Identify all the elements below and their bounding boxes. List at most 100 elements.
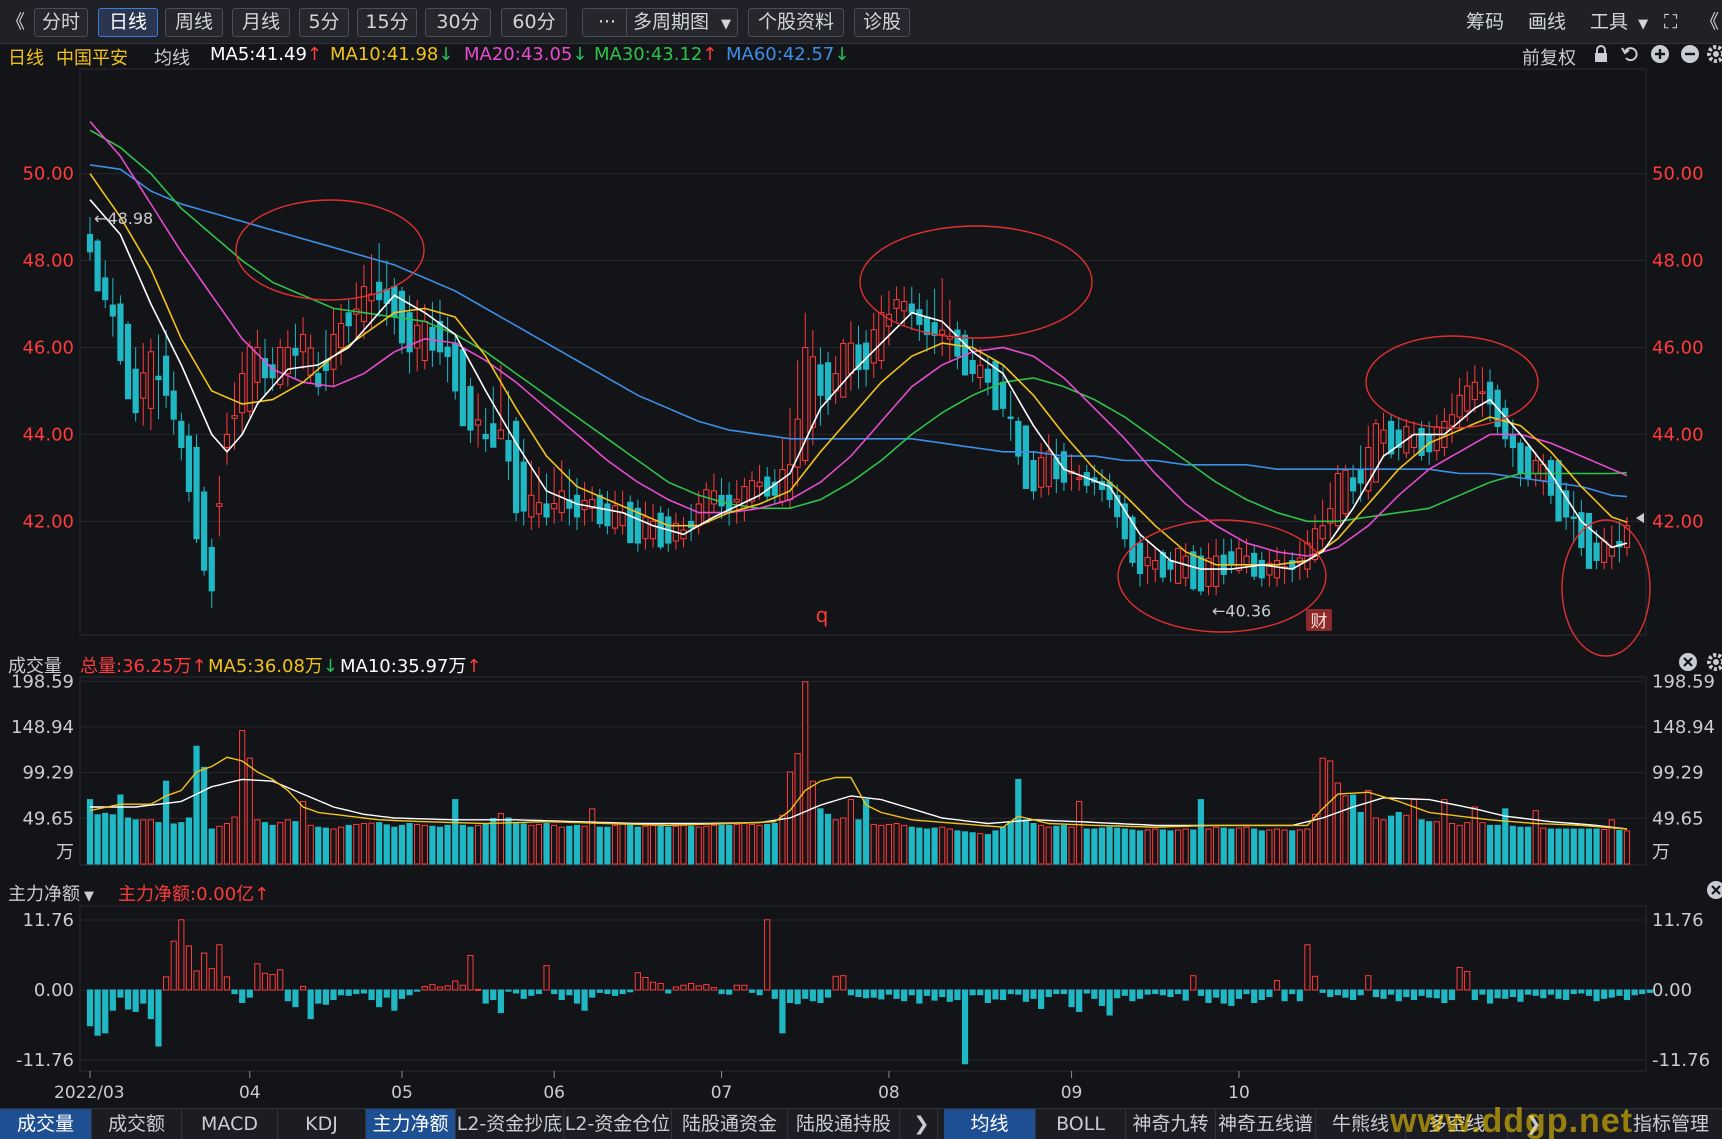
indicator-manage-button[interactable]: 指标管理 (1632, 1113, 1709, 1135)
volume-bar (1197, 799, 1205, 865)
indicator-tab[interactable]: 成交额 (92, 1109, 182, 1139)
period-button[interactable]: 日线 (98, 8, 158, 37)
indicator-tab[interactable]: MACD (182, 1109, 278, 1139)
more-periods-button[interactable]: ··· (582, 8, 632, 37)
period-button[interactable]: 60分 (501, 8, 567, 37)
volume-bar (634, 826, 641, 865)
flow-bar (436, 986, 444, 991)
volume-bar (1426, 821, 1433, 865)
period-button[interactable]: 分时 (34, 8, 88, 37)
flow-title[interactable]: 主力净额 ▼ (8, 884, 94, 905)
volume-bar (1273, 828, 1281, 865)
period-button[interactable]: 周线 (165, 8, 223, 37)
tabs-scroll-icon[interactable]: ❯ (906, 1109, 938, 1139)
period-button[interactable]: 月线 (232, 8, 290, 37)
zoom-in-icon[interactable] (1650, 44, 1670, 69)
volume-bar (893, 823, 900, 865)
indicator-tab[interactable]: 陆股通资金 (672, 1109, 788, 1139)
candle-body (634, 507, 641, 544)
candle-body (627, 501, 634, 544)
ma60-value: MA60:42.57↓ (726, 44, 850, 65)
ma-label[interactable]: 均线 (154, 48, 190, 69)
candle-body (284, 346, 291, 375)
candle-body (490, 423, 497, 448)
flow-bar (231, 989, 238, 995)
candle-body (1357, 469, 1364, 484)
close-icon[interactable] (1678, 652, 1698, 677)
volume-bar (1030, 823, 1037, 865)
flow-bar (1296, 989, 1303, 1002)
overlay-tab[interactable]: 牛熊线 (1316, 1109, 1406, 1139)
volume-bar (353, 823, 360, 865)
stock-info-button[interactable]: 个股资料 (748, 8, 844, 37)
draw-line-button[interactable]: 画线 (1528, 11, 1567, 33)
volume-bar (954, 830, 961, 865)
volume-ma10-line (90, 778, 1628, 830)
indicator-tab[interactable]: KDJ (278, 1109, 366, 1139)
candle-body (246, 346, 253, 412)
last-price-pointer-icon (1636, 513, 1644, 523)
volume-bar (741, 823, 748, 865)
indicator-tab[interactable]: 主力净额 (366, 1109, 456, 1139)
tools-button[interactable]: 工具 ▼ (1590, 8, 1648, 37)
chips-button[interactable]: 筹码 (1466, 11, 1505, 33)
volume-bar (1555, 828, 1562, 865)
indicator-tab[interactable]: L2-资金抄底 (456, 1109, 564, 1139)
volume-bar (1327, 760, 1334, 865)
candle-body (543, 503, 550, 518)
volume-bar (1563, 828, 1570, 865)
zoom-out-icon[interactable] (1680, 44, 1700, 69)
flow-bar (1623, 989, 1631, 1001)
diagnose-button[interactable]: 诊股 (854, 8, 910, 37)
flow-bar (406, 989, 413, 996)
fullscreen-icon[interactable]: ⛶ (1664, 11, 1678, 33)
volume-bar (657, 825, 664, 865)
flow-bar (1502, 989, 1509, 999)
overlay-tab[interactable]: 多空线 (1406, 1109, 1508, 1139)
collapse-right-icon[interactable]: 《 (1700, 11, 1720, 33)
volume-tick-left: 99.29 (22, 763, 74, 784)
volume-title[interactable]: 成交量 (8, 656, 62, 677)
overlay-tab[interactable]: 神奇五线谱 (1216, 1109, 1316, 1139)
flow-bar (946, 989, 953, 1002)
collapse-left-icon[interactable]: 《 (6, 11, 26, 33)
tabs-scroll-icon[interactable]: ❯ (1518, 1109, 1550, 1139)
period-button[interactable]: 30分 (425, 8, 491, 37)
close-icon[interactable] (1706, 880, 1722, 905)
volume-bar (1540, 827, 1547, 865)
multi-period-button[interactable]: 多周期图 ▼ (626, 8, 738, 37)
overlay-tab[interactable]: 神奇九转 (1126, 1109, 1216, 1139)
indicator-tab[interactable]: 陆股通持股 (788, 1109, 900, 1139)
volume-bar (117, 794, 124, 865)
candle-body (878, 312, 885, 362)
overlay-tab[interactable]: 均线 (944, 1109, 1036, 1139)
annotation-circle (235, 199, 425, 301)
stock-name[interactable]: 中国平安 (56, 48, 128, 69)
flow-bar (1418, 989, 1425, 996)
gear-icon[interactable] (1706, 44, 1722, 69)
lock-icon[interactable] (1592, 44, 1610, 69)
candle-body (748, 480, 756, 502)
flow-bar (1410, 989, 1418, 1001)
indicator-tab[interactable]: 成交量 (0, 1109, 92, 1139)
flow-bar (1524, 989, 1532, 995)
candle-body (733, 498, 740, 503)
chevron-down-icon: ▼ (1638, 17, 1649, 32)
indicator-tab[interactable]: L2-资金仓位 (564, 1109, 672, 1139)
flow-bar (809, 989, 816, 1002)
adjust-mode-button[interactable]: 前复权 (1522, 48, 1576, 69)
flow-bar (178, 919, 185, 991)
undo-icon[interactable] (1620, 44, 1640, 69)
candle-body (1486, 381, 1494, 405)
volume-bar (1517, 826, 1524, 865)
gear-icon[interactable] (1706, 652, 1722, 677)
flow-bar (1601, 989, 1608, 999)
overlay-tab[interactable]: BOLL (1036, 1109, 1126, 1139)
volume-bar (254, 819, 261, 865)
flow-bar (223, 976, 231, 991)
flow-bar (931, 989, 938, 1001)
period-button[interactable]: 15分 (357, 8, 417, 37)
volume-bar (360, 823, 368, 865)
period-button[interactable]: 5分 (299, 8, 349, 37)
